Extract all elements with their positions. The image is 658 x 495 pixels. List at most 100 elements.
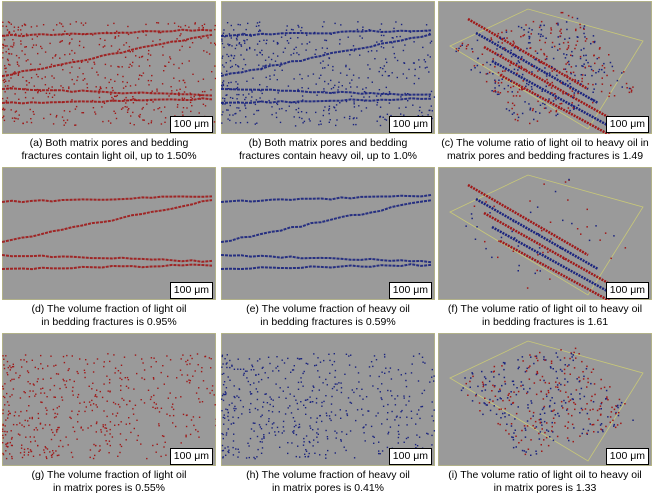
pore-speck — [414, 68, 416, 71]
pore-speck — [2, 75, 4, 77]
pore-speck — [51, 75, 53, 77]
pore-speck — [2, 97, 4, 100]
pore-speck — [191, 105, 193, 107]
oil-speck — [528, 410, 531, 412]
oil-speck — [583, 47, 585, 50]
pore-speck — [95, 431, 97, 433]
pore-speck — [303, 404, 305, 406]
pore-speck — [411, 363, 413, 365]
pore-speck — [334, 84, 336, 87]
pore-speck — [2, 52, 4, 54]
pore-speck — [256, 391, 259, 393]
pore-speck — [238, 71, 240, 73]
pore-speck — [116, 30, 118, 32]
pore-speck — [385, 58, 387, 60]
pore-speck — [4, 45, 6, 47]
oil-speck — [512, 439, 515, 441]
oil-speck — [548, 111, 551, 114]
pore-speck — [243, 372, 245, 375]
pore-speck — [40, 392, 42, 394]
oil-speck — [459, 45, 462, 47]
oil-speck — [500, 417, 502, 419]
oil-speck — [499, 423, 501, 426]
oil-speck — [485, 201, 487, 203]
pore-speck — [158, 107, 161, 109]
oil-speck — [503, 37, 505, 39]
pore-speck — [295, 434, 298, 436]
oil-speck — [503, 87, 506, 90]
pore-speck — [82, 112, 85, 114]
pore-speck — [180, 26, 182, 28]
pore-speck — [328, 57, 330, 59]
pore-speck — [245, 116, 247, 118]
pore-speck — [109, 444, 111, 447]
pore-speck — [433, 409, 435, 411]
pore-speck — [23, 448, 26, 451]
oil-speck — [559, 35, 561, 38]
pore-speck — [408, 395, 411, 398]
pore-speck — [17, 26, 20, 28]
oil-speck — [498, 240, 500, 242]
oil-speck — [586, 365, 588, 368]
pore-speck — [391, 37, 393, 39]
fracture-streak — [2, 263, 213, 271]
pore-speck — [48, 87, 50, 89]
pore-speck — [178, 92, 180, 94]
pore-speck — [118, 66, 120, 68]
oil-speck — [558, 415, 560, 417]
pore-speck — [164, 65, 166, 67]
oil-speck — [525, 24, 527, 26]
pore-speck — [322, 60, 324, 62]
pore-speck — [391, 395, 393, 397]
pore-speck — [119, 433, 122, 435]
pore-speck — [268, 56, 270, 58]
pore-speck — [14, 111, 17, 113]
pore-speck — [214, 65, 216, 67]
pore-speck — [10, 23, 12, 25]
pore-speck — [137, 37, 139, 39]
pore-speck — [61, 116, 64, 118]
pore-speck — [242, 68, 244, 70]
pore-speck — [194, 23, 196, 25]
oil-speck — [537, 33, 540, 35]
pore-speck — [324, 39, 326, 41]
oil-speck — [505, 31, 508, 33]
pore-speck — [331, 364, 334, 366]
oil-speck — [515, 393, 518, 396]
pore-speck — [29, 383, 31, 385]
pore-speck — [271, 106, 273, 108]
pore-speck — [62, 69, 64, 71]
pore-speck — [227, 109, 229, 111]
pore-speck — [61, 101, 63, 104]
pore-speck — [96, 421, 98, 423]
pore-speck — [418, 109, 421, 112]
pore-speck — [223, 100, 226, 102]
pore-speck — [6, 87, 9, 90]
pore-speck — [418, 409, 420, 411]
pore-speck — [242, 94, 244, 96]
oil-speck — [543, 405, 546, 408]
pore-speck — [330, 79, 332, 82]
pore-speck — [63, 110, 66, 112]
pore-speck — [323, 359, 325, 362]
oil-speck — [592, 35, 595, 37]
pore-speck — [173, 77, 175, 79]
pore-speck — [245, 457, 248, 459]
pore-speck — [160, 407, 163, 409]
oil-speck — [484, 397, 486, 399]
oil-speck — [553, 409, 555, 411]
pore-speck — [110, 45, 113, 47]
pore-speck — [337, 89, 339, 91]
pore-speck — [433, 380, 435, 382]
pore-speck — [226, 366, 228, 369]
oil-speck — [513, 383, 515, 386]
oil-speck — [580, 74, 583, 76]
pore-speck — [36, 88, 39, 91]
oil-speck — [600, 378, 602, 381]
oil-speck — [538, 26, 541, 29]
pore-speck — [36, 380, 38, 383]
pore-speck — [370, 361, 373, 363]
oil-speck — [568, 400, 570, 403]
oil-speck — [540, 48, 542, 51]
pore-speck — [294, 420, 296, 422]
